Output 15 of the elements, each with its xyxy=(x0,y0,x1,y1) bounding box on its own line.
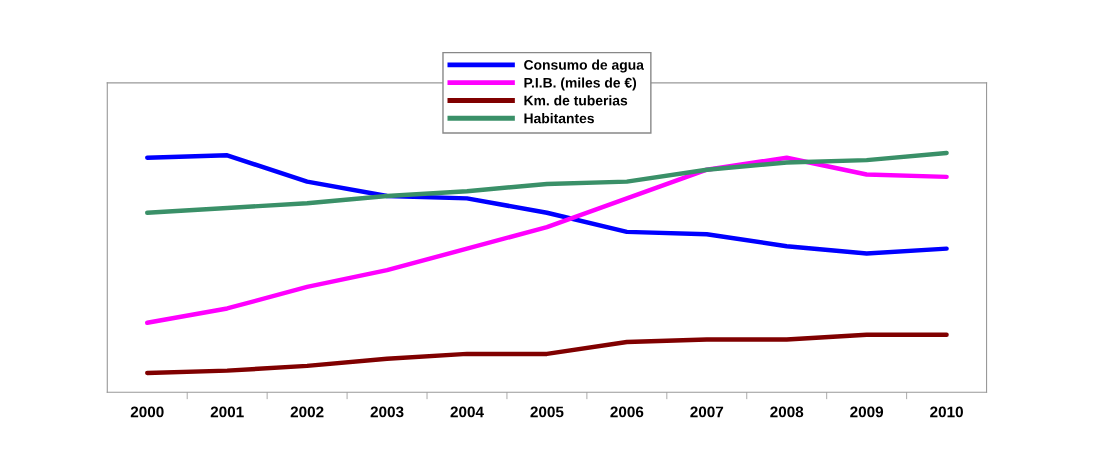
legend-label: Km. de tuberias xyxy=(524,95,628,106)
x-tick-label: 2008 xyxy=(770,406,804,418)
x-tick-label: 2007 xyxy=(690,406,724,418)
x-tick-label: 2001 xyxy=(210,406,244,418)
x-tick-label: 2004 xyxy=(450,406,484,418)
x-tick-label: 2005 xyxy=(530,406,564,418)
legend-label: Consumo de agua xyxy=(524,59,645,73)
x-tick-label: 2003 xyxy=(370,406,404,418)
x-tick-label: 2006 xyxy=(610,406,644,418)
legend-label: Habitantes xyxy=(524,113,594,124)
legend-label: P.I.B. (miles de €) xyxy=(524,77,637,91)
x-tick-label: 2002 xyxy=(290,406,324,418)
x-tick-label: 2000 xyxy=(130,406,164,418)
x-tick-label: 2010 xyxy=(930,406,963,418)
x-tick-label: 2009 xyxy=(850,406,884,418)
